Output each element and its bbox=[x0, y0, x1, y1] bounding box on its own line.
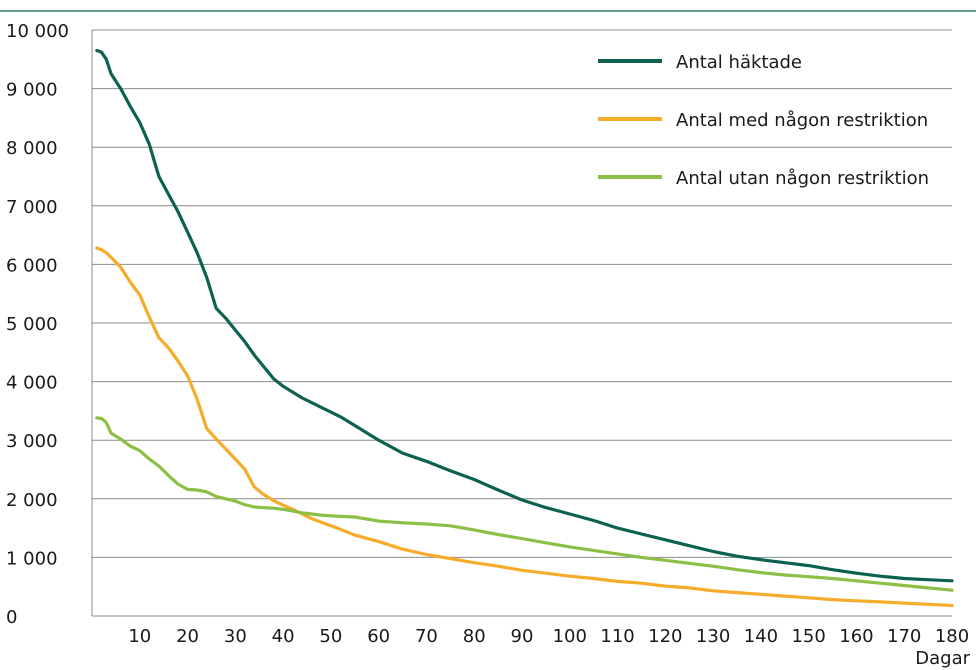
y-tick-label: 10 000 bbox=[6, 21, 69, 42]
y-tick-label: 0 bbox=[6, 607, 17, 628]
x-tick-label: 60 bbox=[367, 626, 390, 647]
x-tick-label: 160 bbox=[839, 626, 873, 647]
legend-label: Antal häktade bbox=[676, 52, 802, 73]
x-tick-label: 10 bbox=[128, 626, 151, 647]
legend-label: Antal utan någon restriktion bbox=[676, 168, 929, 189]
x-tick-label: 180 bbox=[935, 626, 969, 647]
x-tick-label: 170 bbox=[887, 626, 921, 647]
legend: Antal häktade Antal med någon restriktion… bbox=[598, 52, 929, 189]
x-axis-label: Dagar bbox=[915, 648, 970, 669]
axes: 0 1 000 2 000 3 000 4 000 5 000 6 000 7 000 8 00… bbox=[6, 21, 971, 669]
y-tick-label: 7 000 bbox=[6, 197, 58, 218]
x-tick-label: 30 bbox=[224, 626, 247, 647]
x-tick-label: 100 bbox=[553, 626, 587, 647]
x-tick-label: 130 bbox=[696, 626, 730, 647]
x-tick-label: 110 bbox=[600, 626, 634, 647]
x-tick-label: 150 bbox=[791, 626, 825, 647]
y-tick-label: 6 000 bbox=[6, 255, 58, 276]
y-tick-label: 2 000 bbox=[6, 490, 58, 511]
x-tick-label: 120 bbox=[648, 626, 682, 647]
y-tick-label: 5 000 bbox=[6, 314, 58, 335]
series-line-2 bbox=[95, 246, 954, 608]
x-tick-label: 90 bbox=[511, 626, 534, 647]
y-tick-label: 9 000 bbox=[6, 80, 58, 101]
x-tick-label: 40 bbox=[272, 626, 295, 647]
x-tick-label: 80 bbox=[463, 626, 486, 647]
series-line-1 bbox=[95, 48, 954, 583]
legend-label: Antal med någon restriktion bbox=[676, 110, 928, 131]
x-tick-label: 50 bbox=[319, 626, 342, 647]
x-tick-label: 20 bbox=[176, 626, 199, 647]
x-tick-label: 140 bbox=[744, 626, 778, 647]
series-line-3 bbox=[95, 416, 954, 592]
x-tick-label: 70 bbox=[415, 626, 438, 647]
gridlines bbox=[92, 29, 952, 558]
y-tick-label: 4 000 bbox=[6, 373, 58, 394]
series-lines bbox=[95, 48, 954, 608]
y-tick-label: 8 000 bbox=[6, 138, 58, 159]
y-tick-label: 1 000 bbox=[6, 548, 58, 569]
y-tick-label: 3 000 bbox=[6, 431, 58, 452]
